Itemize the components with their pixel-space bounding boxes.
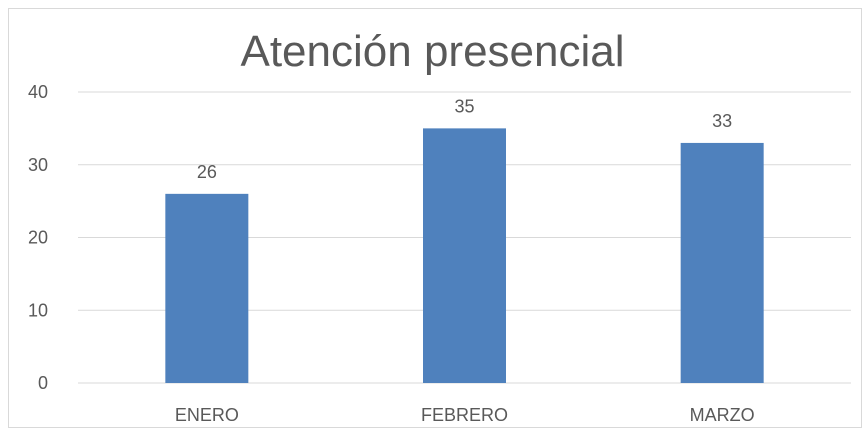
category-label: MARZO — [690, 405, 755, 423]
category-labels: ENERO FEBRERO MARZO — [175, 405, 755, 423]
chart-title: Atención presencial — [240, 27, 625, 76]
data-labels: 26 35 33 — [197, 96, 732, 181]
y-tick-label: 20 — [28, 228, 48, 248]
bars — [165, 128, 764, 383]
data-label: 33 — [712, 111, 732, 131]
y-tick-label: 0 — [38, 373, 48, 393]
category-label: FEBRERO — [421, 405, 508, 423]
y-tick-label: 30 — [28, 155, 48, 175]
data-label: 35 — [454, 96, 474, 116]
y-tick-label: 10 — [28, 300, 48, 320]
data-label: 26 — [197, 162, 217, 182]
bar — [423, 128, 506, 383]
category-label: ENERO — [175, 405, 239, 423]
y-tick-label: 40 — [28, 82, 48, 102]
bar — [165, 193, 249, 383]
y-axis-ticks: 0 10 20 30 40 — [28, 82, 48, 393]
bar — [680, 142, 764, 383]
